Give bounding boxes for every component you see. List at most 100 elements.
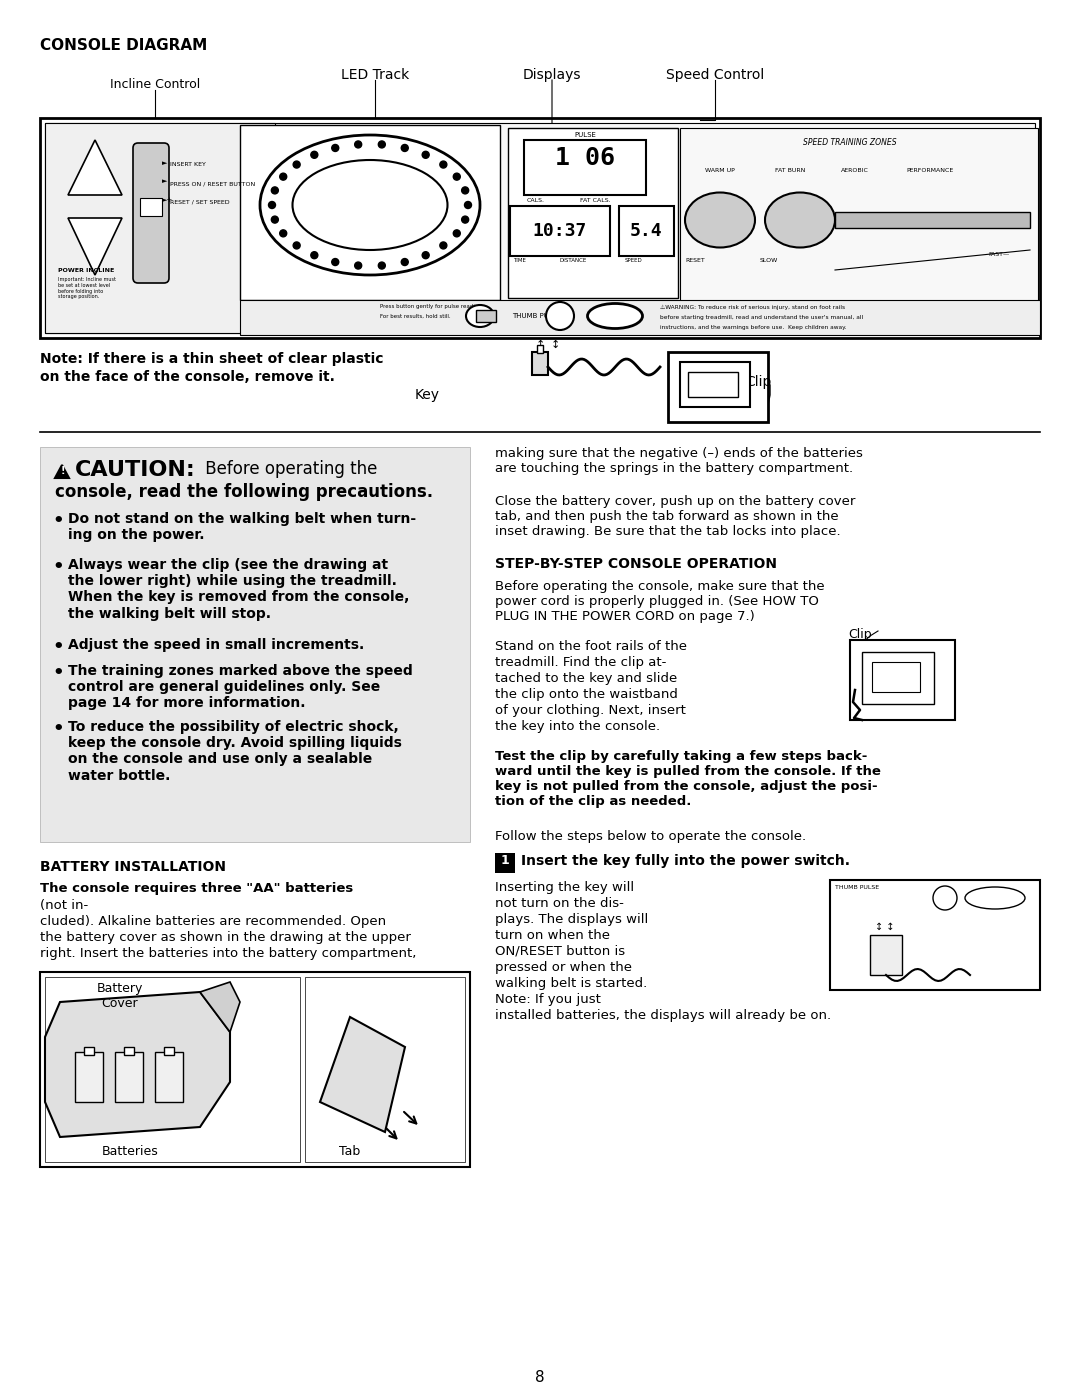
Text: PRESS ON / RESET BUTTON: PRESS ON / RESET BUTTON	[170, 182, 255, 186]
Text: To reduce the possibility of electric shock,
keep the console dry. Avoid spillin: To reduce the possibility of electric sh…	[68, 719, 402, 782]
Polygon shape	[532, 352, 548, 374]
Text: The training zones marked above the speed
control are general guidelines only. S: The training zones marked above the spee…	[68, 664, 413, 711]
Text: SPEED: SPEED	[625, 258, 643, 263]
Text: console, read the following precautions.: console, read the following precautions.	[55, 483, 433, 502]
FancyBboxPatch shape	[133, 142, 168, 284]
Circle shape	[332, 144, 339, 151]
Text: •: •	[52, 638, 64, 657]
Bar	[476, 310, 496, 321]
Text: ↕ ↕: ↕ ↕	[875, 922, 894, 932]
Text: CONSOLE DIAGRAM: CONSOLE DIAGRAM	[40, 38, 207, 53]
Text: Before operating the console, make sure that the
power cord is properly plugged : Before operating the console, make sure …	[495, 580, 825, 623]
Text: the key into the console.: the key into the console.	[495, 719, 660, 733]
Text: ►+: ►+	[162, 197, 173, 203]
Text: FAT CALS.: FAT CALS.	[580, 198, 610, 203]
Ellipse shape	[765, 193, 835, 247]
Bar	[835, 212, 1030, 228]
Text: SPEED TRAINING ZONES: SPEED TRAINING ZONES	[804, 138, 896, 147]
Text: plays. The displays will: plays. The displays will	[495, 914, 648, 926]
Text: Press button gently for pulse reading.: Press button gently for pulse reading.	[380, 305, 484, 309]
Text: Important: Incline must
be set at lowest level
before folding into
storage posit: Important: Incline must be set at lowest…	[58, 277, 116, 299]
Text: Clip: Clip	[745, 374, 771, 388]
Text: !: !	[60, 467, 65, 476]
Polygon shape	[45, 992, 230, 1137]
Bar	[164, 1046, 174, 1055]
Bar	[45, 977, 300, 1162]
Text: Note: If there is a thin sheet of clear plastic: Note: If there is a thin sheet of clear …	[40, 352, 383, 366]
Text: ON: ON	[554, 312, 567, 320]
Text: •: •	[52, 557, 64, 576]
Circle shape	[269, 201, 275, 208]
Text: Follow the steps below to operate the console.: Follow the steps below to operate the co…	[495, 830, 806, 842]
Bar	[114, 1052, 143, 1102]
Bar	[537, 345, 543, 353]
Bar	[45, 123, 1035, 332]
Circle shape	[332, 258, 339, 265]
Ellipse shape	[293, 161, 447, 250]
Bar	[495, 854, 515, 873]
Ellipse shape	[685, 193, 755, 247]
Circle shape	[271, 187, 279, 194]
Text: Battery
Cover: Battery Cover	[97, 982, 144, 1010]
Circle shape	[311, 151, 318, 158]
Bar	[240, 124, 500, 300]
Circle shape	[311, 251, 318, 258]
Text: For best results, hold still.: For best results, hold still.	[380, 314, 450, 319]
Text: pressed or when the: pressed or when the	[495, 961, 632, 974]
Text: treadmill. Find the clip at-: treadmill. Find the clip at-	[495, 657, 666, 669]
Text: Note: If you just: Note: If you just	[495, 993, 600, 1006]
Bar	[40, 972, 470, 1166]
Bar	[45, 123, 275, 332]
Text: Key: Key	[415, 388, 440, 402]
Text: ►: ►	[162, 161, 167, 166]
Text: ON/RESET: ON/RESET	[597, 313, 633, 319]
Text: ⚠WARNING: To reduce risk of serious injury, stand on foot rails: ⚠WARNING: To reduce risk of serious inju…	[660, 305, 846, 310]
Text: SLOW: SLOW	[760, 258, 779, 263]
Text: PERFORMANCE: PERFORMANCE	[906, 168, 954, 173]
Bar	[619, 205, 674, 256]
Bar	[850, 640, 955, 719]
Text: Batteries: Batteries	[102, 1146, 159, 1158]
Circle shape	[271, 217, 279, 224]
Circle shape	[422, 151, 429, 158]
Text: Stand on the foot rails of the: Stand on the foot rails of the	[495, 640, 687, 652]
Text: on the face of the console, remove it.: on the face of the console, remove it.	[40, 370, 335, 384]
Text: tached to the key and slide: tached to the key and slide	[495, 672, 677, 685]
Text: FAST—: FAST—	[989, 251, 1010, 257]
Text: INSERT KEY: INSERT KEY	[170, 162, 206, 168]
Text: Do not stand on the walking belt when turn-
ing on the power.: Do not stand on the walking belt when tu…	[68, 511, 416, 542]
Circle shape	[293, 242, 300, 249]
Circle shape	[464, 201, 472, 208]
Text: Before operating the: Before operating the	[200, 460, 377, 478]
Text: not turn on the dis-: not turn on the dis-	[495, 897, 624, 909]
Text: The console requires three "AA" batteries: The console requires three "AA" batterie…	[40, 882, 353, 895]
Text: P.A.C.E.R.Circuit: P.A.C.E.R.Circuit	[323, 191, 417, 203]
Text: Speed Control: Speed Control	[666, 68, 765, 82]
Circle shape	[461, 187, 469, 194]
Text: THUMB PULSE: THUMB PULSE	[512, 313, 562, 319]
Text: ON: ON	[940, 895, 950, 901]
Circle shape	[422, 251, 429, 258]
Bar	[40, 447, 470, 842]
Text: DISTANCE: DISTANCE	[561, 258, 588, 263]
Text: turn on when the: turn on when the	[495, 929, 610, 942]
Text: •: •	[52, 511, 64, 529]
Bar	[872, 662, 920, 692]
Text: instructions, and the warnings before use.  Keep children away.: instructions, and the warnings before us…	[660, 326, 847, 330]
Text: PULSE: PULSE	[575, 131, 596, 138]
Circle shape	[354, 263, 362, 270]
Text: BATTERY INSTALLATION: BATTERY INSTALLATION	[40, 861, 226, 875]
Bar	[669, 352, 768, 422]
Text: RESET: RESET	[685, 258, 705, 263]
Text: Insert the key fully into the power switch.: Insert the key fully into the power swit…	[521, 854, 850, 868]
Ellipse shape	[966, 887, 1025, 909]
Text: Adjust the speed in small increments.: Adjust the speed in small increments.	[68, 638, 364, 652]
Circle shape	[293, 161, 300, 168]
Polygon shape	[680, 129, 1038, 330]
Text: 8: 8	[536, 1370, 544, 1384]
Text: the clip onto the waistband: the clip onto the waistband	[495, 687, 678, 701]
Ellipse shape	[588, 303, 643, 328]
Text: before starting treadmill, read and understand the user's manual, all: before starting treadmill, read and unde…	[660, 314, 863, 320]
Bar	[240, 300, 1040, 335]
Circle shape	[402, 144, 408, 151]
